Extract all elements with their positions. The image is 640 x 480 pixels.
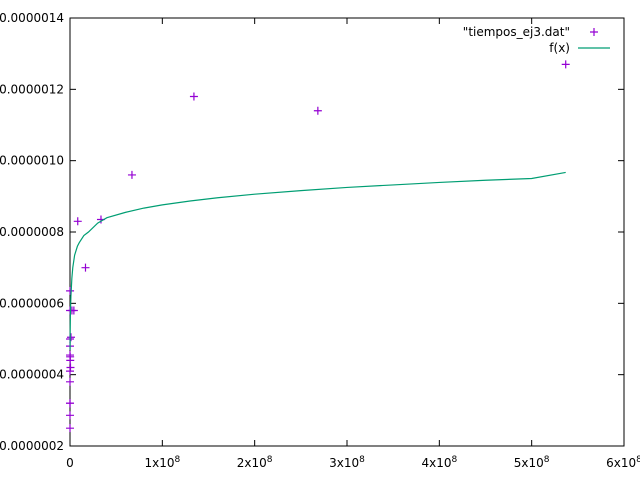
data-point <box>81 263 90 272</box>
x-tick-exponent: 8 <box>544 455 550 465</box>
y-tick-label: 0.0000012 <box>0 82 64 96</box>
y-tick-label: 0.0000014 <box>0 11 64 25</box>
x-tick-label: 4x108 <box>421 455 457 470</box>
y-tick-label: 0.0000010 <box>0 154 64 168</box>
legend: "tiempos_ej3.dat" f(x) <box>463 25 610 55</box>
series-layer <box>66 60 570 433</box>
data-point <box>561 60 570 69</box>
y-tick-label: 0.0000008 <box>0 225 64 239</box>
data-point <box>66 333 75 342</box>
x-tick-label: 3x108 <box>329 455 365 470</box>
x-tick-label: 6x108 <box>606 455 640 470</box>
data-point <box>127 170 136 179</box>
data-point <box>189 92 198 101</box>
x-tick-label: 1x108 <box>144 455 180 470</box>
data-point <box>66 363 75 372</box>
legend-label: "tiempos_ej3.dat" <box>463 25 570 39</box>
data-point <box>66 424 75 433</box>
x-tick-exponent: 8 <box>636 455 640 465</box>
legend-label: f(x) <box>549 41 570 55</box>
data-point <box>73 217 82 226</box>
y-tick-label: 0.0000004 <box>0 368 64 382</box>
x-tick-exponent: 8 <box>359 455 365 465</box>
y-tick-label: 0.0000002 <box>0 439 64 453</box>
x-tick-exponent: 8 <box>174 455 180 465</box>
legend-point-sample <box>590 28 598 36</box>
x-axis: 0 1x108 2x108 3x108 4x108 5x108 6x108 <box>66 18 640 470</box>
data-point <box>66 399 75 408</box>
x-tick-label: 5x108 <box>514 455 550 470</box>
data-point <box>66 286 75 295</box>
data-point <box>66 377 75 386</box>
y-tick-label: 0.0000006 <box>0 296 64 310</box>
data-point <box>66 411 75 420</box>
y-axis: 0.0000002 0.0000004 0.0000006 0.0000008 0.00… <box>0 11 624 453</box>
data-point <box>69 306 78 315</box>
x-tick-label: 0 <box>66 456 74 470</box>
x-tick-label: 2x108 <box>237 455 273 470</box>
fx-series-line <box>69 171 566 350</box>
data-point <box>66 356 75 365</box>
x-tick-exponent: 8 <box>267 455 273 465</box>
data-point <box>313 106 322 115</box>
x-tick-exponent: 8 <box>451 455 457 465</box>
plot-frame <box>69 17 625 447</box>
